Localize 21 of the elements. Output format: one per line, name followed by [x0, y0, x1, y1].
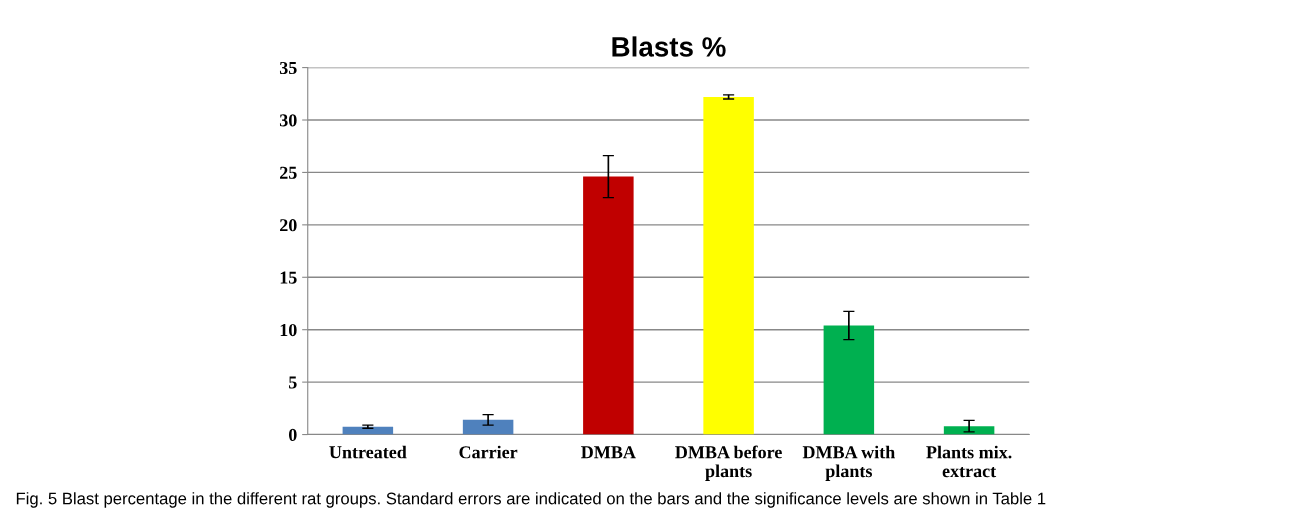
bar [462, 419, 514, 435]
y-tick-label: 0 [288, 428, 297, 441]
bar [703, 96, 754, 435]
x-tick-label: Plants mix. extract [926, 445, 1012, 478]
x-tick-label: DMBA before plants [675, 445, 782, 481]
x-tick-label: Untreated [329, 445, 407, 459]
y-tick-label: 25 [280, 166, 297, 179]
chart-title: Blasts % [612, 36, 726, 57]
x-tick-label: Carrier [459, 445, 518, 459]
caption: Fig. 5 Blast percentage in the different rat groups. Standard errors are indicated on the bars and the significance levels are shown in Table 1 [16, 492, 1046, 508]
y-tick-label: 30 [279, 114, 297, 127]
y-tick-label: 35 [279, 61, 297, 75]
y-tick-label: 20 [280, 219, 297, 232]
y-tick-label: 10 [280, 323, 297, 337]
bar [943, 426, 995, 435]
y-tick-label: 5 [289, 376, 297, 389]
bar [583, 176, 634, 435]
y-tick-label: 15 [280, 271, 297, 284]
x-tick-label: DMBA with plants [802, 445, 895, 481]
bar [823, 325, 875, 435]
x-tick-label: DMBA [581, 446, 636, 459]
